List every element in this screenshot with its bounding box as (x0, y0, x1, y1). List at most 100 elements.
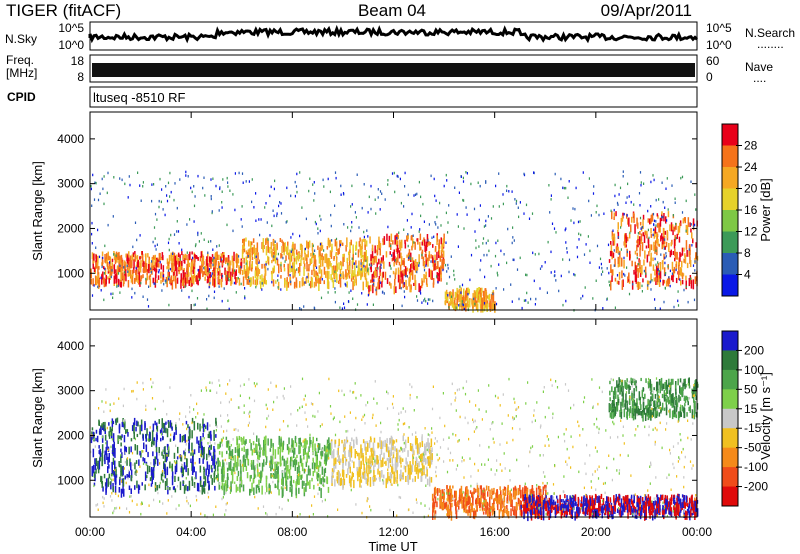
echo-cell (390, 267, 392, 270)
echo-cell (200, 480, 202, 487)
echo-cell (189, 279, 191, 283)
echo-cell (252, 238, 255, 243)
echo-cell (374, 475, 376, 482)
echo-cell (411, 269, 414, 280)
echo-cell (261, 462, 264, 472)
echo-cell (396, 240, 399, 247)
echo-cell (144, 484, 146, 491)
echo-cell (614, 504, 616, 512)
echo-cell (316, 454, 318, 465)
echo-cell (247, 267, 249, 276)
echo-cell (540, 507, 542, 516)
echo-cell (276, 470, 278, 479)
echo-cell (328, 240, 330, 248)
echo-cell (163, 282, 165, 286)
echo-cell (520, 489, 522, 499)
echo-cell (244, 460, 246, 467)
echo-cell (652, 264, 655, 271)
echo-cell (395, 248, 398, 253)
noise-line (88, 24, 699, 44)
echo-cell (241, 437, 243, 446)
echo-cell (162, 454, 165, 459)
echo-cell (563, 505, 566, 510)
echo-cell (198, 269, 200, 278)
echo-cell (684, 510, 687, 519)
echo-cell (91, 427, 94, 431)
echo-cell (207, 276, 209, 283)
echo-cell (449, 295, 451, 299)
echo-cell (479, 184, 481, 188)
echo-cell (425, 253, 427, 259)
echo-cell (357, 472, 359, 482)
echo-cell (380, 440, 382, 449)
noise-right-tick-bottom: 10^0 (706, 38, 732, 52)
echo-cell (317, 232, 319, 235)
echo-cell (351, 437, 353, 442)
echo-cell (213, 290, 216, 293)
echo-cell (394, 463, 397, 472)
echo-cell (129, 183, 131, 187)
echo-cell (247, 273, 249, 278)
echo-cell (485, 485, 488, 491)
echo-cell (627, 218, 629, 225)
echo-cell (358, 452, 360, 460)
echo-cell (193, 220, 195, 223)
echo-cell (459, 303, 461, 311)
echo-cell (560, 510, 563, 519)
echo-cell (278, 204, 280, 208)
echo-cell (619, 250, 621, 259)
echo-cell (685, 224, 688, 233)
echo-cell (675, 268, 677, 272)
echo-cell (210, 465, 213, 470)
echo-cell (388, 235, 391, 241)
echo-cell (563, 500, 566, 510)
echo-cell (105, 257, 107, 262)
echo-cell (455, 490, 457, 501)
echo-cell (162, 265, 165, 272)
echo-cell (518, 297, 520, 301)
echo-cell (677, 304, 680, 307)
echo-cell (484, 288, 486, 293)
echo-cell (620, 498, 623, 508)
echo-cell (368, 195, 370, 199)
echo-cell (381, 281, 383, 288)
echo-cell (648, 251, 650, 257)
echo-cell (395, 257, 398, 266)
echo-cell (128, 251, 130, 258)
echo-cell (184, 253, 186, 260)
echo-cell (139, 279, 141, 287)
echo-cell (413, 282, 415, 286)
echo-cell (261, 274, 263, 283)
echo-cell (192, 268, 194, 274)
echo-cell (456, 500, 459, 507)
echo-cell (335, 257, 338, 266)
echo-cell (621, 257, 623, 267)
echo-cell (617, 261, 620, 268)
echo-cell (334, 300, 336, 304)
echo-cell (151, 183, 153, 186)
echo-cell (298, 487, 300, 494)
echo-cell (624, 235, 626, 243)
echo-cell (170, 252, 172, 261)
echo-cell (349, 259, 351, 266)
echo-cell (136, 445, 139, 455)
echo-cell (395, 268, 397, 275)
echo-cell (349, 265, 351, 275)
echo-cell (244, 296, 246, 300)
echo-cell (684, 255, 687, 264)
echo-cell (645, 272, 647, 275)
echo-cell (474, 488, 477, 493)
echo-cell (173, 256, 175, 267)
echo-cell (191, 251, 193, 255)
echo-cell (359, 467, 362, 476)
echo-cell (666, 177, 668, 180)
echo-cell (110, 292, 112, 296)
echo-cell (606, 297, 608, 300)
echo-cell (501, 500, 503, 509)
echo-cell (424, 245, 426, 252)
echo-cell (438, 239, 440, 247)
echo-cell (179, 178, 181, 181)
echo-cell (653, 277, 656, 282)
echo-cell (416, 438, 418, 444)
echo-cell (350, 289, 352, 292)
